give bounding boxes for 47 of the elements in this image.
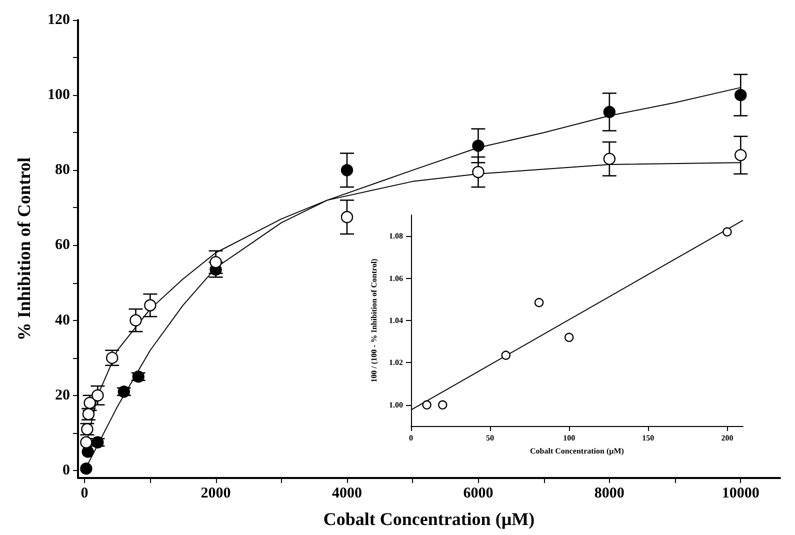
- point: [80, 462, 92, 475]
- y-tick-label: 20: [55, 387, 70, 404]
- y-tick-label: 1.04: [389, 316, 403, 325]
- y-tick-label: 100: [48, 87, 70, 104]
- point: [422, 400, 432, 410]
- point: [472, 166, 484, 178]
- y-tick-label: 0: [62, 462, 70, 478]
- point: [132, 370, 144, 383]
- point: [144, 299, 156, 312]
- point: [734, 88, 747, 102]
- point: [210, 256, 222, 268]
- point: [438, 400, 448, 410]
- x-tick-label: 10000: [722, 486, 760, 502]
- y-axis-title: % Inhibition of Control: [14, 157, 34, 341]
- x-tick-label: 2000: [200, 486, 231, 502]
- y-tick-label: 80: [55, 162, 70, 178]
- x-axis-title: Cobalt Concentration (µM): [323, 509, 535, 529]
- x-tick-label: 0: [409, 434, 413, 442]
- point: [734, 149, 747, 162]
- x-tick-label: 4000: [332, 486, 362, 502]
- y-tick-label: 60: [55, 237, 70, 254]
- y-tick-label: 1.00: [389, 400, 403, 410]
- point: [340, 210, 354, 224]
- point: [501, 350, 510, 360]
- point: [603, 152, 616, 165]
- x-tick-label: 0: [80, 486, 88, 502]
- point: [603, 106, 616, 118]
- x-tick-label: 150: [642, 434, 654, 442]
- x-tick-label: 50: [486, 434, 494, 442]
- point: [722, 227, 732, 236]
- point: [340, 164, 354, 176]
- x-axis-title: Cobalt Concentration (µM): [530, 446, 624, 456]
- point: [564, 332, 574, 342]
- point: [534, 298, 544, 308]
- y-tick-label: 1.02: [389, 358, 403, 368]
- point: [472, 140, 484, 152]
- y-tick-label: 40: [55, 312, 70, 328]
- y-tick-label: 1.06: [389, 274, 403, 283]
- point: [92, 389, 104, 402]
- y-axis-title: 100 / (100 - % Inhibition of Control): [370, 258, 379, 382]
- point: [130, 314, 142, 326]
- x-tick-label: 200: [721, 434, 734, 442]
- y-tick-label: 120: [48, 12, 70, 28]
- x-tick-label: 100: [563, 434, 576, 442]
- x-tick-label: 6000: [463, 486, 494, 502]
- x-tick-label: 8000: [594, 486, 624, 502]
- y-tick-label: 1.08: [389, 232, 403, 241]
